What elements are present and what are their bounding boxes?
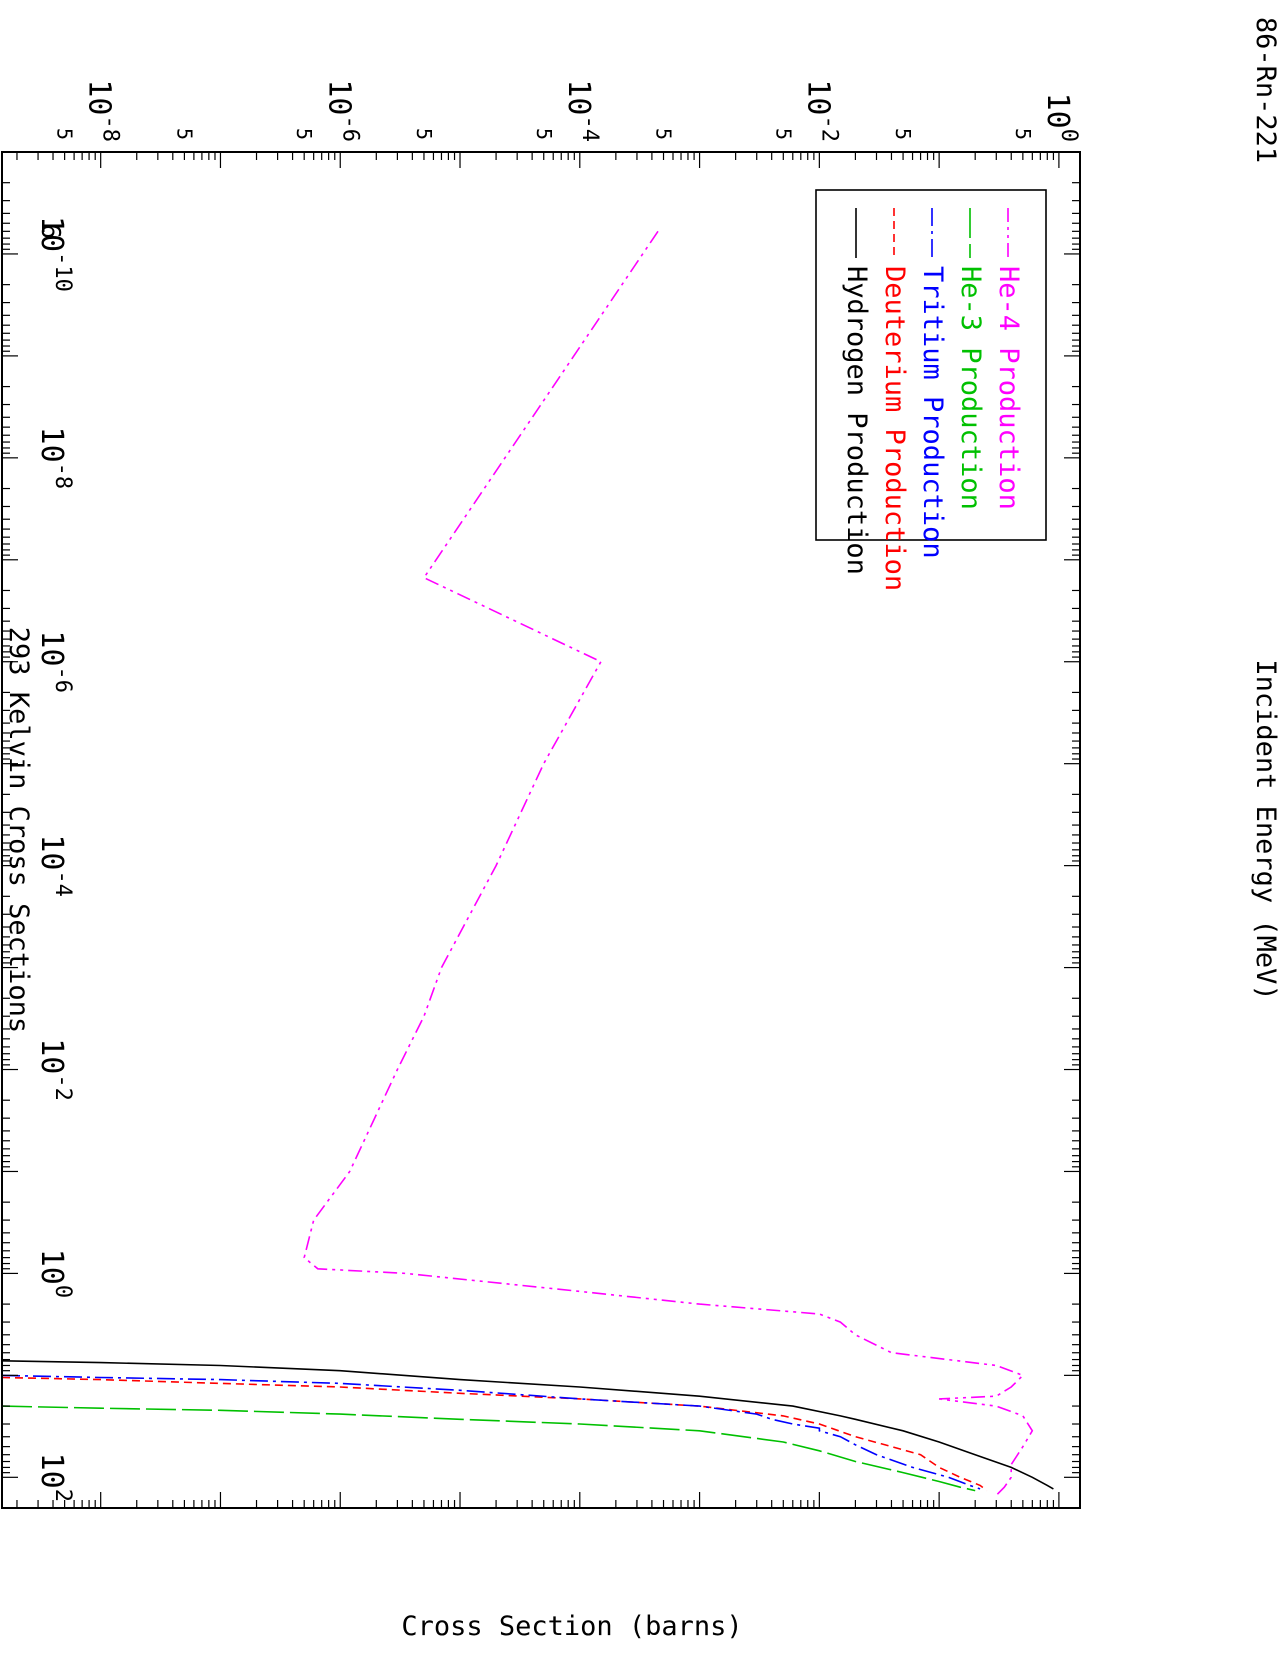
legend-label: Deuterium Production [879, 266, 910, 591]
x-tick-label: 10-4 [34, 834, 75, 897]
series-line-3 [1, 1374, 981, 1490]
axes: 10-10 10-8 10-6 10-4 10-2 100 102 6 100 10-2 10-4 1… [1, 79, 1081, 1509]
series-line-4 [1, 1405, 976, 1492]
y-axis-label: Cross Section (barns) [401, 1611, 742, 1642]
y-minor-tick-label: 5 [771, 128, 795, 140]
legend-label: He-4 Production [993, 266, 1024, 510]
plot-area [1, 230, 1054, 1496]
plot-frame [1, 151, 1081, 1509]
x-axis-label: Incident Energy (MeV) [1250, 659, 1281, 1000]
y-minor-tick-label: 5 [172, 128, 196, 140]
x-tick-label: 102 [34, 1453, 75, 1502]
y-tick-label: 10-4 [561, 79, 602, 142]
y-tick-label: 10-8 [82, 79, 123, 142]
x-minor-tick-label: 6 [35, 224, 65, 240]
x-tick-label: 100 [34, 1249, 75, 1298]
series-line-5 [303, 230, 1034, 1496]
y-minor-tick-label: 5 [53, 128, 77, 140]
x-tick-label: 10-6 [34, 630, 75, 693]
chart-title: 293 Kelvin Cross Sections [3, 627, 34, 1033]
y-tick-label: 100 [1040, 93, 1081, 142]
y-minor-tick-label: 5 [652, 128, 676, 140]
x-tick-label: 10-2 [34, 1038, 75, 1101]
legend: Hydrogen Production Deuterium Production T… [815, 189, 1047, 591]
y-minor-tick-label: 5 [532, 128, 556, 140]
legend-label: Tritium Production [917, 266, 948, 559]
rotated-chart-group: 293 Kelvin Cross Sections 10-1010-810-61… [1, 17, 1281, 1642]
x-tick-label: 10-8 [34, 427, 75, 490]
x-tick-label: 10-10 [34, 216, 75, 292]
material-label: 86-Rn-221 [1250, 17, 1281, 163]
series-line-2 [1, 1376, 988, 1492]
y-tick-label: 10-6 [321, 79, 362, 142]
series-line-1 [1, 1360, 1054, 1490]
legend-label: He-3 Production [955, 266, 986, 510]
y-tick-label: 10-2 [800, 79, 841, 142]
legend-box [815, 189, 1047, 541]
y-minor-tick-label: 5 [292, 128, 316, 140]
y-minor-tick-label: 5 [1011, 128, 1035, 140]
y-minor-tick-label: 5 [891, 128, 915, 140]
legend-label: Hydrogen Production [841, 266, 872, 575]
y-minor-tick-label: 5 [412, 128, 436, 140]
